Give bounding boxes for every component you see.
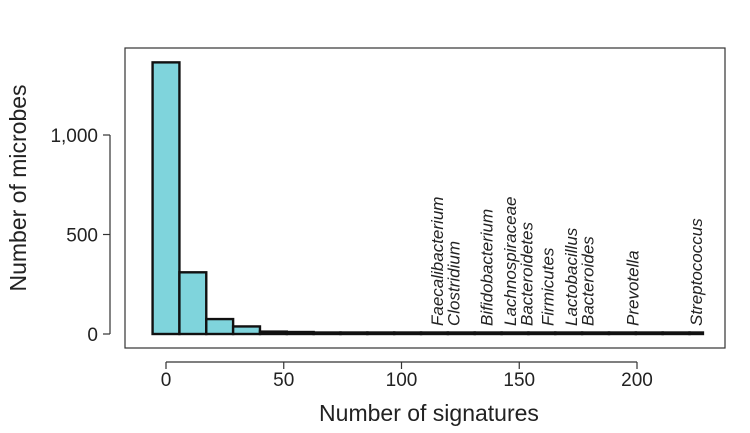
bars-group: [151, 61, 705, 336]
genus-annotation: Bacteroidetes: [517, 222, 536, 326]
histogram-bar: [285, 330, 315, 336]
x-tick-label: 100: [386, 370, 418, 391]
histogram-bar: [634, 331, 664, 336]
histogram-bar: [312, 331, 342, 336]
genus-annotation: Prevotella: [623, 250, 642, 326]
y-tick-label: 500: [66, 226, 98, 247]
x-tick-label: 200: [621, 370, 653, 391]
histogram-bar: [527, 331, 557, 336]
x-tick-label: 150: [503, 370, 535, 391]
y-axis-title: Number of microbes: [5, 84, 31, 291]
y-tick-label: 1,000: [50, 126, 98, 147]
genus-annotation: Clostridium: [444, 241, 463, 326]
histogram-bar: [661, 331, 691, 336]
histogram-bar: [205, 317, 235, 336]
x-axis-title: Number of signatures: [319, 400, 539, 426]
histogram-bar: [554, 331, 584, 336]
genus-annotation: Bacteroides: [579, 236, 598, 326]
genus-annotation: Bifidobacterium: [477, 209, 496, 326]
x-tick-label: 0: [161, 370, 172, 391]
plot-frame: [124, 47, 726, 349]
histogram-bar: [419, 331, 450, 336]
histogram-bar: [366, 331, 396, 336]
genus-annotation: Firmicutes: [539, 247, 558, 326]
histogram-bar: [688, 331, 705, 336]
genus-annotation: Lachnospiraceae: [501, 197, 520, 326]
histogram-bar: [231, 325, 262, 336]
histogram-bar: [151, 61, 181, 336]
histogram-bar: [500, 331, 530, 336]
histogram-bar: [393, 331, 423, 336]
histogram-bar: [178, 271, 208, 336]
histogram-bar: [258, 330, 289, 336]
histogram-bar: [339, 331, 369, 336]
genus-annotation: Lactobacillus: [562, 227, 581, 326]
y-tick-label: 0: [87, 325, 98, 346]
histogram-bar: [473, 331, 503, 336]
histogram-bar: [580, 331, 611, 336]
axes-group: 0 50 100 150 200 0 500 1,000: [50, 126, 652, 391]
genus-annotation: Streptococcus: [687, 218, 706, 326]
histogram-bar: [446, 331, 476, 336]
histogram-bar: [607, 331, 638, 336]
x-tick-label: 50: [273, 370, 294, 391]
genus-annotation: Faecalibacterium: [428, 197, 447, 326]
